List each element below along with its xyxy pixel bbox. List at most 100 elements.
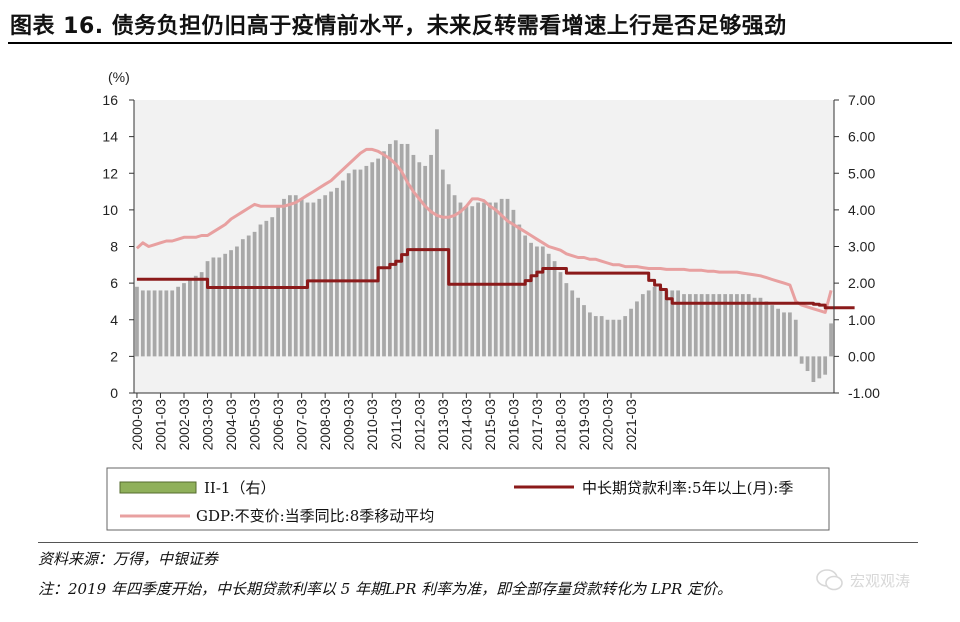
- bar: [799, 356, 804, 364]
- x-tick-label: 2010-03: [364, 399, 380, 451]
- bar: [211, 257, 216, 357]
- legend-bar-swatch: [119, 481, 197, 494]
- x-tick-label: 2011-03: [388, 399, 404, 450]
- bar: [535, 246, 539, 357]
- bar: [358, 169, 363, 357]
- left-tick-label: 10: [102, 202, 118, 218]
- x-tick-label: 2018-03: [552, 399, 568, 451]
- bar: [140, 290, 145, 357]
- bar: [582, 305, 586, 357]
- bar: [658, 286, 663, 357]
- bar: [711, 294, 716, 357]
- bar: [435, 129, 439, 357]
- x-tick-label: 2016-03: [505, 399, 521, 451]
- bar: [323, 195, 328, 357]
- note-text: 注：2019 年四季度开始，中长期贷款利率以 5 年期LPR 利率为准，即全部存…: [38, 580, 733, 598]
- right-tick-label: -1.00: [848, 385, 880, 401]
- bar: [829, 323, 833, 357]
- bar: [382, 151, 386, 357]
- bar: [699, 294, 704, 357]
- bar: [540, 246, 545, 357]
- line-series: [135, 147, 855, 314]
- bar: [552, 261, 557, 357]
- bar: [282, 198, 286, 357]
- x-tick-label: 2008-03: [317, 399, 333, 451]
- bar: [276, 206, 280, 357]
- bar: [599, 316, 604, 357]
- bar: [752, 297, 757, 357]
- x-tick-label: 2003-03: [200, 399, 216, 451]
- left-tick-label: 16: [102, 92, 118, 108]
- bar: [482, 202, 486, 357]
- bar: [635, 301, 639, 357]
- bar: [246, 235, 251, 357]
- right-tick-label: 6.00: [848, 129, 875, 145]
- bar: [746, 294, 751, 357]
- bar: [593, 316, 598, 357]
- bar: [417, 162, 422, 357]
- bar: [182, 283, 186, 357]
- bar: [729, 294, 733, 357]
- bar: [499, 198, 504, 357]
- right-tick-label: 7.00: [848, 92, 875, 108]
- right-tick-label: 5.00: [848, 165, 875, 181]
- bar: [376, 158, 380, 357]
- bar: [146, 290, 151, 357]
- bar: [570, 290, 575, 357]
- chart: (%) 0 2 4 6 8 10 12 14 16 -1.00 0.00 1.00 2.00 3.00 4.0…: [102, 69, 880, 531]
- left-tick-label: 12: [102, 165, 118, 181]
- bar: [235, 246, 239, 357]
- left-tick-label: 0: [110, 385, 118, 401]
- right-tick-label: 1.00: [848, 312, 875, 328]
- bar: [258, 224, 263, 357]
- legend-label-rate: 中长期贷款利率:5年以上(月):季: [582, 479, 793, 497]
- bar: [564, 283, 569, 357]
- bar: [782, 312, 786, 357]
- bar: [340, 180, 345, 357]
- bar: [429, 154, 433, 357]
- x-tick-label: 2005-03: [247, 399, 263, 451]
- bar: [452, 195, 457, 357]
- right-tick-label: 0.00: [848, 348, 875, 364]
- wechat-icon: [816, 569, 843, 591]
- bar: [588, 312, 592, 357]
- footer-divider: [38, 542, 918, 543]
- bar: [576, 297, 580, 357]
- bar: [770, 305, 775, 357]
- bar: [317, 198, 322, 357]
- gdp-line: [135, 147, 833, 314]
- bar: [676, 290, 680, 357]
- bar: [758, 297, 763, 357]
- bar: [640, 294, 645, 357]
- left-tick-label: 2: [110, 348, 118, 364]
- x-tick-label: 2015-03: [482, 399, 498, 451]
- right-tick-label: 4.00: [848, 202, 875, 218]
- x-tick-label: 2006-03: [270, 399, 286, 451]
- bar: [164, 290, 169, 357]
- legend-box: [106, 467, 830, 531]
- bar: [399, 143, 404, 357]
- source-text: 资料来源：万得，中银证券: [38, 550, 219, 568]
- x-tick-label: 2001-03: [152, 399, 168, 451]
- x-tick-label: 2019-03: [576, 399, 592, 451]
- left-tick-label: 8: [110, 239, 118, 255]
- bar: [199, 272, 204, 357]
- bar: [605, 319, 610, 357]
- bar: [364, 165, 369, 357]
- bar: [252, 231, 257, 357]
- left-axis-unit: (%): [108, 69, 130, 85]
- bar: [823, 356, 828, 375]
- bar: [411, 154, 416, 357]
- bar: [546, 253, 551, 357]
- right-tick-label: 2.00: [848, 275, 875, 291]
- bar: [558, 272, 563, 357]
- bar: [329, 191, 333, 357]
- bar: [811, 356, 816, 383]
- legend-label-gdp: GDP:不变价:当季同比:8季移动平均: [196, 507, 434, 525]
- bar: [440, 169, 445, 357]
- bar: [505, 198, 510, 357]
- bar: [299, 198, 304, 357]
- x-tick-label: 2007-03: [294, 399, 310, 451]
- title-divider: [8, 42, 952, 44]
- x-tick-label: 2014-03: [458, 399, 474, 451]
